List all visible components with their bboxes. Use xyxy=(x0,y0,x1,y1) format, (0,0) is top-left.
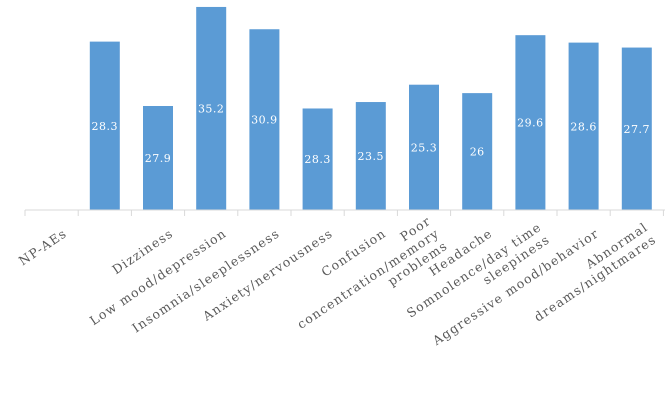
x-tick-label-0: NP-AEs xyxy=(16,225,70,268)
bar-value-label-6: 23.5 xyxy=(358,150,385,163)
bar-value-label-8: 26 xyxy=(470,146,485,159)
bar-value-label-1: 28.3 xyxy=(92,120,119,133)
x-tick-label-0-line-0: NP-AEs xyxy=(16,225,70,268)
bar-value-label-7: 25.3 xyxy=(411,141,438,154)
bar-11 xyxy=(621,47,652,211)
x-tick-label-11-line-1: dreams/nightmares xyxy=(531,232,659,325)
bar-value-label-10: 28.6 xyxy=(570,120,597,133)
bar-7 xyxy=(409,84,439,210)
bar-4 xyxy=(249,29,280,210)
bar-2 xyxy=(143,106,173,210)
bar-5 xyxy=(302,108,333,210)
bar-value-label-9: 29.6 xyxy=(517,117,544,130)
bar-value-label-3: 35.2 xyxy=(198,102,225,115)
bar-6 xyxy=(355,102,386,210)
bar-1 xyxy=(89,41,120,211)
bar-10 xyxy=(568,42,599,210)
bar-value-label-2: 27.9 xyxy=(145,152,172,165)
bar-3 xyxy=(196,6,227,211)
bar-value-label-5: 28.3 xyxy=(304,153,331,166)
bar-9 xyxy=(515,35,546,211)
bar-value-label-4: 30.9 xyxy=(251,114,278,127)
bar-value-label-11: 27.7 xyxy=(624,123,651,136)
bar-8 xyxy=(462,93,493,210)
